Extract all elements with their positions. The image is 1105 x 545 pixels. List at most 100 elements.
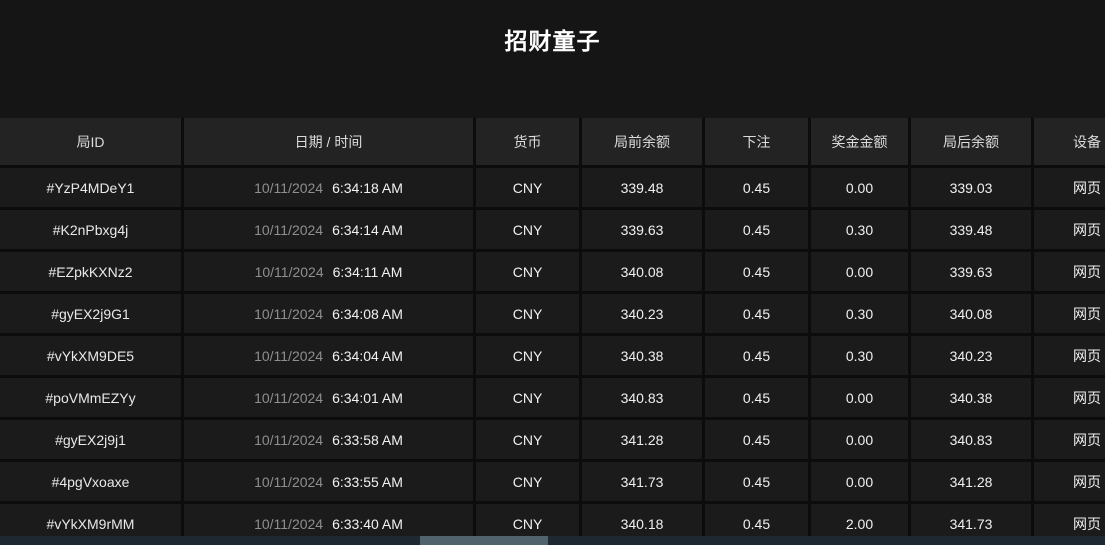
datetime-cell: 10/11/2024 6:34:01 AM [184, 378, 473, 417]
page-header: 招财童子 [0, 0, 1105, 118]
round-id-cell: #poVMmEZYy [0, 378, 181, 417]
device-cell: 网页 [1034, 294, 1105, 333]
time-text: 6:34:08 AM [332, 305, 403, 322]
device-cell: 网页 [1034, 252, 1105, 291]
balance-after-cell: 340.08 [911, 294, 1031, 333]
bet-cell: 0.45 [705, 252, 808, 291]
column-header-round-id: 局ID [0, 118, 181, 165]
currency-cell: CNY [476, 378, 579, 417]
currency-cell: CNY [476, 168, 579, 207]
table-row: #EZpkKXNz2 10/11/2024 6:34:11 AM CNY 340… [0, 252, 1105, 291]
balance-before-cell: 341.73 [582, 462, 702, 501]
date-text: 10/11/2024 [254, 179, 324, 196]
device-cell: 网页 [1034, 168, 1105, 207]
time-text: 6:34:14 AM [332, 221, 403, 238]
table-row: #vYkXM9DE5 10/11/2024 6:34:04 AM CNY 340… [0, 336, 1105, 375]
device-cell: 网页 [1034, 378, 1105, 417]
balance-before-cell: 340.23 [582, 294, 702, 333]
prize-cell: 0.00 [811, 420, 908, 459]
balance-after-cell: 340.23 [911, 336, 1031, 375]
round-id-cell: #gyEX2j9j1 [0, 420, 181, 459]
date-text: 10/11/2024 [254, 263, 324, 280]
table-header-row: 局ID 日期 / 时间 货币 局前余额 下注 奖金金额 局后余额 设备 [0, 118, 1105, 165]
date-text: 10/11/2024 [254, 515, 324, 532]
datetime-cell: 10/11/2024 6:34:14 AM [184, 210, 473, 249]
prize-cell: 0.30 [811, 294, 908, 333]
round-id-cell: #4pgVxoaxe [0, 462, 181, 501]
column-header-balance-before: 局前余额 [582, 118, 702, 165]
table-row: #gyEX2j9G1 10/11/2024 6:34:08 AM CNY 340… [0, 294, 1105, 333]
balance-before-cell: 340.38 [582, 336, 702, 375]
balance-before-cell: 340.83 [582, 378, 702, 417]
time-text: 6:33:40 AM [332, 515, 403, 532]
currency-cell: CNY [476, 420, 579, 459]
currency-cell: CNY [476, 294, 579, 333]
horizontal-scrollbar[interactable] [0, 536, 1105, 545]
device-cell: 网页 [1034, 420, 1105, 459]
currency-cell: CNY [476, 210, 579, 249]
bet-cell: 0.45 [705, 168, 808, 207]
time-text: 6:34:04 AM [332, 347, 403, 364]
device-cell: 网页 [1034, 336, 1105, 375]
date-text: 10/11/2024 [254, 347, 324, 364]
history-table: 局ID 日期 / 时间 货币 局前余额 下注 奖金金额 局后余额 设备 #YzP… [0, 118, 1105, 545]
horizontal-scrollbar-thumb[interactable] [420, 536, 548, 545]
balance-after-cell: 340.83 [911, 420, 1031, 459]
bet-cell: 0.45 [705, 462, 808, 501]
date-text: 10/11/2024 [254, 305, 324, 322]
datetime-cell: 10/11/2024 6:34:08 AM [184, 294, 473, 333]
prize-cell: 0.30 [811, 336, 908, 375]
table-row: #poVMmEZYy 10/11/2024 6:34:01 AM CNY 340… [0, 378, 1105, 417]
balance-before-cell: 339.63 [582, 210, 702, 249]
round-id-cell: #gyEX2j9G1 [0, 294, 181, 333]
round-id-cell: #vYkXM9DE5 [0, 336, 181, 375]
table-row: #4pgVxoaxe 10/11/2024 6:33:55 AM CNY 341… [0, 462, 1105, 501]
round-id-cell: #K2nPbxg4j [0, 210, 181, 249]
bet-cell: 0.45 [705, 378, 808, 417]
column-header-balance-after: 局后余额 [911, 118, 1031, 165]
time-text: 6:33:55 AM [332, 473, 403, 490]
datetime-cell: 10/11/2024 6:34:11 AM [184, 252, 473, 291]
time-text: 6:34:11 AM [332, 263, 403, 280]
datetime-cell: 10/11/2024 6:34:18 AM [184, 168, 473, 207]
bet-cell: 0.45 [705, 420, 808, 459]
column-header-currency: 货币 [476, 118, 579, 165]
currency-cell: CNY [476, 252, 579, 291]
date-text: 10/11/2024 [254, 473, 324, 490]
date-text: 10/11/2024 [254, 221, 324, 238]
column-header-datetime: 日期 / 时间 [184, 118, 473, 165]
table-row: #K2nPbxg4j 10/11/2024 6:34:14 AM CNY 339… [0, 210, 1105, 249]
datetime-cell: 10/11/2024 6:34:04 AM [184, 336, 473, 375]
column-header-device: 设备 [1034, 118, 1105, 165]
date-text: 10/11/2024 [254, 431, 324, 448]
balance-before-cell: 341.28 [582, 420, 702, 459]
balance-after-cell: 341.28 [911, 462, 1031, 501]
prize-cell: 0.00 [811, 252, 908, 291]
balance-after-cell: 339.03 [911, 168, 1031, 207]
currency-cell: CNY [476, 462, 579, 501]
page-title: 招财童子 [504, 28, 601, 54]
datetime-cell: 10/11/2024 6:33:58 AM [184, 420, 473, 459]
bet-cell: 0.45 [705, 210, 808, 249]
balance-after-cell: 340.38 [911, 378, 1031, 417]
balance-after-cell: 339.48 [911, 210, 1031, 249]
round-id-cell: #YzP4MDeY1 [0, 168, 181, 207]
prize-cell: 0.00 [811, 462, 908, 501]
table-body: #YzP4MDeY1 10/11/2024 6:34:18 AM CNY 339… [0, 168, 1105, 543]
device-cell: 网页 [1034, 210, 1105, 249]
date-text: 10/11/2024 [254, 389, 324, 406]
balance-before-cell: 339.48 [582, 168, 702, 207]
column-header-prize: 奖金金额 [811, 118, 908, 165]
table-row: #YzP4MDeY1 10/11/2024 6:34:18 AM CNY 339… [0, 168, 1105, 207]
prize-cell: 0.00 [811, 168, 908, 207]
time-text: 6:34:01 AM [332, 389, 403, 406]
time-text: 6:33:58 AM [332, 431, 403, 448]
prize-cell: 0.00 [811, 378, 908, 417]
prize-cell: 0.30 [811, 210, 908, 249]
table-row: #gyEX2j9j1 10/11/2024 6:33:58 AM CNY 341… [0, 420, 1105, 459]
device-cell: 网页 [1034, 462, 1105, 501]
balance-before-cell: 340.08 [582, 252, 702, 291]
column-header-bet: 下注 [705, 118, 808, 165]
round-id-cell: #EZpkKXNz2 [0, 252, 181, 291]
